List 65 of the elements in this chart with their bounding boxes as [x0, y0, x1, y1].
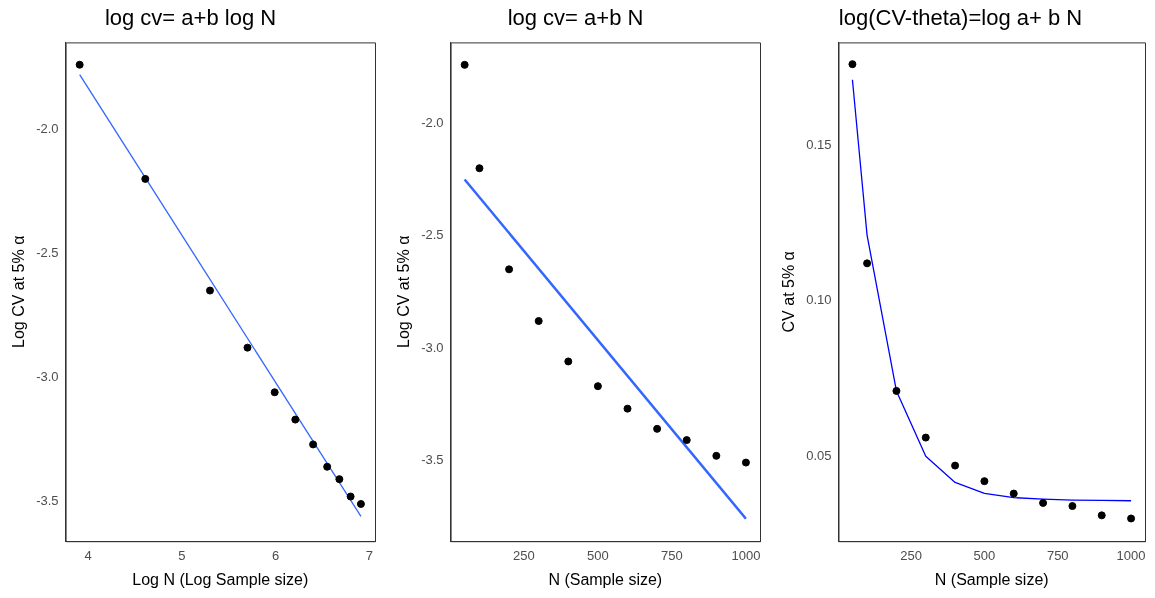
- y-tick-label: -2.0: [36, 120, 59, 136]
- chart-title: log cv= a+b N: [507, 5, 644, 31]
- point: [323, 462, 332, 471]
- y-tick-label: -3.5: [36, 493, 59, 509]
- x-tick-label: 1000: [1116, 547, 1146, 563]
- y-tick-label: -3.0: [36, 368, 59, 384]
- y-tick-label: -2.5: [421, 227, 444, 243]
- point: [848, 60, 857, 69]
- point: [291, 415, 300, 424]
- point: [593, 382, 602, 391]
- point: [863, 259, 872, 268]
- x-tick-label: 5: [178, 547, 186, 563]
- y-tick-label: -3.0: [421, 339, 444, 355]
- y-axis-title: CV at 5% α: [780, 251, 798, 333]
- x-axis-title: N (Sample size): [934, 570, 1049, 588]
- x-tick-label: 500: [587, 547, 609, 563]
- point: [951, 461, 960, 470]
- point: [505, 265, 514, 274]
- point: [921, 433, 930, 442]
- x-tick-label: 6: [272, 547, 280, 563]
- point: [243, 343, 252, 352]
- point: [1068, 502, 1077, 511]
- point: [1097, 511, 1106, 520]
- x-tick-label: 1000: [731, 547, 761, 563]
- y-tick-label: 0.15: [806, 136, 832, 152]
- y-tick-label: -3.5: [421, 451, 444, 467]
- x-axis-title: N (Sample size): [548, 570, 663, 588]
- point: [892, 386, 901, 395]
- y-tick-label: 0.05: [806, 447, 832, 463]
- x-axis-title: Log N (Log Sample size): [132, 570, 309, 588]
- y-tick-label: -2.0: [421, 114, 444, 130]
- point: [1127, 514, 1136, 523]
- x-tick-label: 7: [365, 547, 373, 563]
- point: [309, 440, 318, 449]
- x-tick-label: 750: [1046, 547, 1069, 563]
- x-tick-label: 500: [973, 547, 996, 563]
- point: [980, 477, 989, 486]
- point: [1009, 489, 1018, 498]
- point: [623, 404, 632, 413]
- point: [356, 499, 365, 508]
- point: [682, 436, 691, 445]
- point: [346, 492, 355, 501]
- point: [653, 424, 662, 433]
- point: [460, 60, 469, 69]
- x-tick-label: 250: [513, 547, 535, 563]
- point: [712, 451, 721, 460]
- point: [335, 475, 344, 484]
- point: [75, 60, 84, 69]
- point: [534, 317, 543, 326]
- point: [270, 388, 279, 397]
- y-tick-label: 0.10: [806, 292, 832, 308]
- point: [205, 286, 214, 295]
- y-axis-title: Log CV at 5% α: [10, 235, 28, 349]
- point: [564, 357, 573, 366]
- point: [741, 458, 750, 467]
- point: [141, 174, 150, 183]
- x-tick-label: 4: [84, 547, 92, 563]
- y-tick-label: -2.5: [36, 244, 59, 260]
- point: [1039, 498, 1048, 507]
- chart-title: log cv= a+b log N: [104, 5, 277, 31]
- chart-title: log(CV-theta)=log a+ b N: [838, 5, 1083, 31]
- point: [475, 164, 484, 173]
- y-axis-title: Log CV at 5% α: [395, 235, 413, 349]
- x-tick-label: 250: [900, 547, 922, 563]
- x-tick-label: 750: [661, 547, 683, 563]
